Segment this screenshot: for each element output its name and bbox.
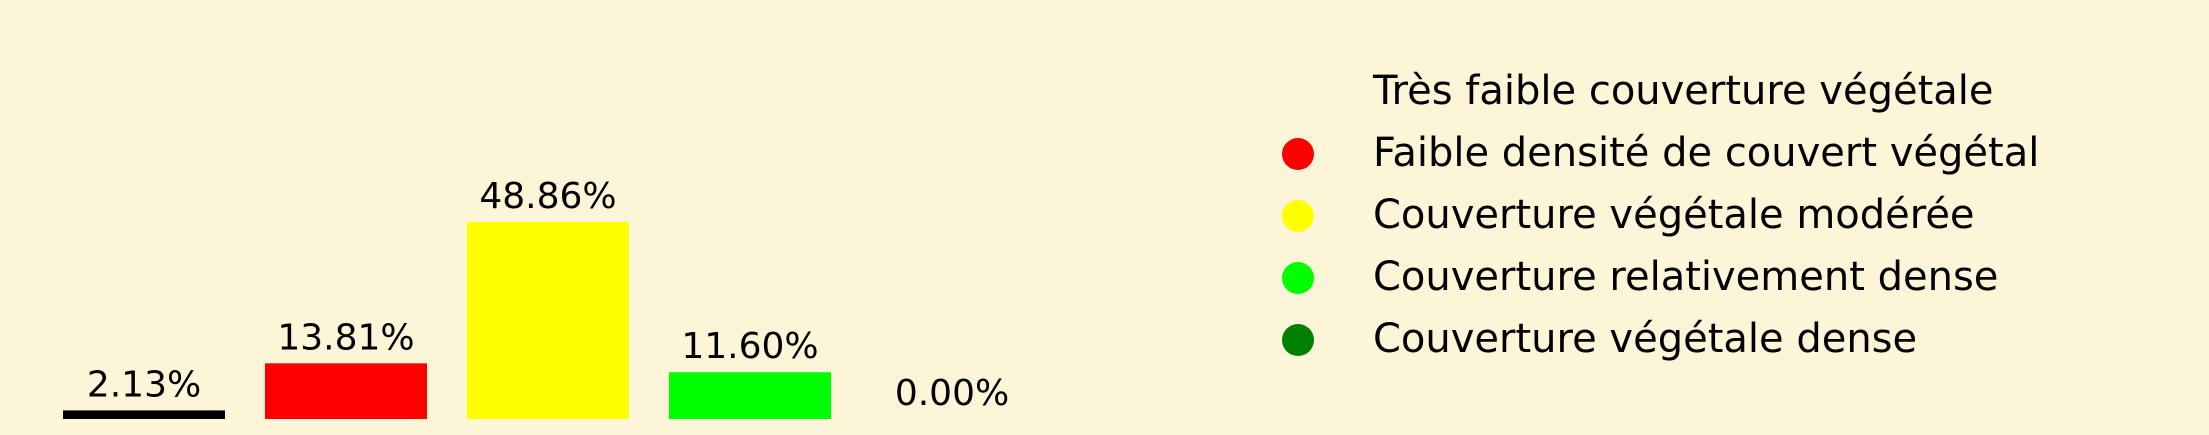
legend-label-3: Couverture végétale modérée <box>1373 192 1975 238</box>
legend-label-2: Faible densité de couvert végétal <box>1373 130 2039 176</box>
legend-label-4: Couverture relativement dense <box>1373 254 1998 300</box>
value-label-4: 11.60% <box>681 326 818 367</box>
legend-marker-5 <box>1282 324 1314 356</box>
legend-marker-4 <box>1282 262 1314 294</box>
legend: Très faible couverture végétale Faible de… <box>1282 68 2039 362</box>
bar-4 <box>669 372 831 419</box>
value-label-3: 48.86% <box>479 176 616 217</box>
bar-2 <box>265 363 427 419</box>
value-label-5: 0.00% <box>895 373 1009 414</box>
value-labels-group: 2.13% 13.81% 48.86% 11.60% 0.00% <box>87 176 1009 414</box>
bar-3 <box>467 222 629 419</box>
bars-group <box>63 222 831 419</box>
bar-1 <box>63 410 225 419</box>
legend-label-1: Très faible couverture végétale <box>1372 68 1994 114</box>
legend-marker-2 <box>1282 138 1314 170</box>
value-label-2: 13.81% <box>277 317 414 358</box>
legend-marker-1 <box>1282 76 1314 108</box>
legend-label-5: Couverture végétale dense <box>1373 316 1917 362</box>
legend-marker-3 <box>1282 200 1314 232</box>
value-label-1: 2.13% <box>87 364 201 405</box>
